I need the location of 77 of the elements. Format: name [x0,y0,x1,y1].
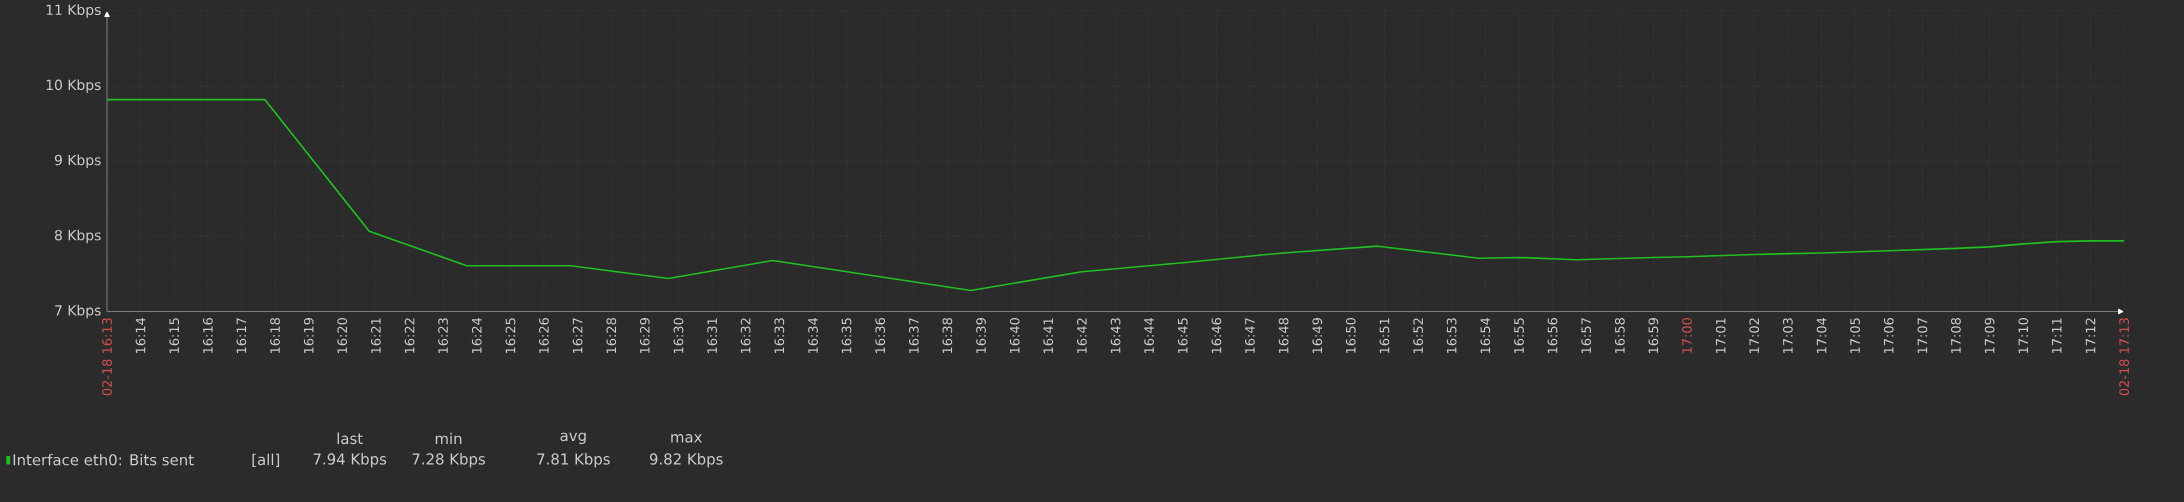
x-tick-label: 17:06 [1883,317,1894,353]
x-tick-label: 02-18 16:13 [102,318,112,396]
x-tick-label: 16:27 [572,318,583,353]
x-tick-label: 16:37 [908,318,919,353]
text: last [337,432,363,445]
x-tick-label: 16:57 [1581,318,1592,353]
x-tick-label: 17:01 [1715,318,1726,353]
x-tick-label: 16:56 [1547,317,1558,353]
x-tick-label: 16:19 [303,317,314,353]
x-tick-label: 16:39 [976,317,986,353]
x-tick-label: 16:54 [1480,317,1491,353]
x-tick-label: 16:43 [1110,318,1121,353]
x-tick-label: 17:04 [1816,317,1827,353]
x-tick-label: 17:10 [2018,317,2029,353]
y-tick-label: 8 Kbps [54,229,101,244]
x-tick-label: 16:44 [1144,317,1154,353]
x-tick-label: 17:11 [2052,318,2062,353]
x-tick-label: 16:14 [135,317,146,353]
x-tick-label: 16:30 [673,317,684,353]
x-tick-label: 17:09 [1984,317,1995,353]
x-tick-label: 16:53 [1446,318,1457,353]
text: [all] [252,453,280,467]
x-tick-label: 17:07 [1917,318,1928,353]
x-tick-label: 16:20 [337,317,348,353]
y-tick-label: 10 Kbps [46,79,101,93]
x-tick-label: 16:32 [740,318,751,353]
text: 7.28 Kbps [412,452,486,468]
x-tick-label: 16:33 [774,318,785,353]
x-tick-label: 16:28 [606,317,617,353]
x-tick-label: 16:25 [505,318,516,353]
x-tick-label: 16:49 [1312,317,1323,353]
x-tick-label: 16:40 [1009,317,1020,353]
x-tick-label: 16:58 [1614,317,1625,353]
x-tick-label: 17:02 [1749,318,1760,353]
x-tick-label: 16:17 [236,318,247,353]
y-tick-label: 7 Kbps [55,304,101,319]
x-tick-label: 16:42 [1077,318,1087,353]
x-tick-label: 17:08 [1951,317,1961,353]
x-tick-label: 02-18 17:13 [2119,318,2130,396]
x-tick-label: 16:38 [942,317,953,353]
x-tick-label: 16:23 [438,318,448,353]
x-tick-label: 17:00 [1682,317,1692,353]
x-tick-label: 16:41 [1043,318,1054,353]
x-tick-label: 16:59 [1648,317,1659,353]
x-tick-label: 17:12 [2085,318,2096,353]
text: max [671,433,702,443]
x-tick-label: 16:45 [1177,318,1188,353]
x-tick-label: 16:21 [371,318,381,353]
x-tick-label: 16:36 [875,317,886,353]
x-tick-label: 16:16 [202,317,213,353]
x-tick-label: 16:52 [1413,318,1424,353]
text: avg [560,432,586,444]
text: 7.81 Kbps [537,452,610,468]
x-tick-label: 16:55 [1514,318,1524,353]
y-tick-label: 9 Kbps [54,154,101,168]
x-tick-label: 16:15 [169,318,180,353]
x-tick-label: 17:03 [1782,318,1793,353]
x-tick-label: 16:47 [1245,318,1255,353]
x-tick-label: 16:18 [270,317,280,353]
x-tick-label: 17:05 [1850,318,1860,353]
x-tick-label: 16:22 [404,318,415,353]
x-tick-label: 16:31 [707,318,718,353]
x-tick-label: 16:48 [1278,317,1289,353]
x-tick-label: 16:24 [471,317,482,353]
x-tick-label: 16:46 [1211,317,1222,353]
text: 9.82 Kbps [649,452,723,468]
x-tick-label: 16:29 [639,317,650,353]
text: 7.94 Kbps [313,452,387,468]
x-tick-label: 16:51 [1379,318,1390,353]
x-tick-label: 16:26 [539,317,549,353]
legend-label: Interface eth0: Bits sent [13,453,194,466]
line-series [107,98,2125,292]
y-tick-label: 11 Kbps [46,4,101,18]
x-tick-label: 16:34 [808,317,818,353]
x-tick-label: 16:50 [1345,317,1356,353]
text: min [435,432,462,444]
x-tick-label: 16:35 [841,318,852,353]
